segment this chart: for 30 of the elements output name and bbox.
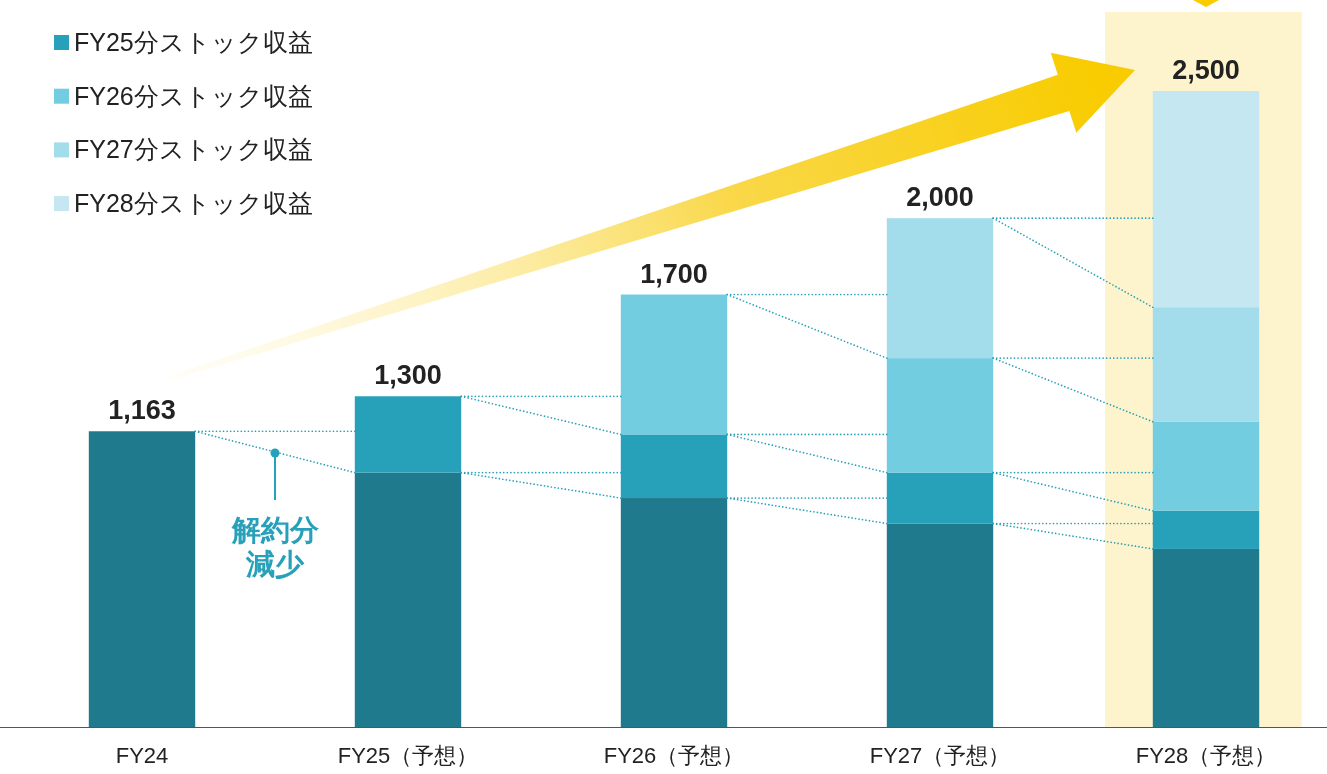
x-tick-label: FY28（予想）: [1135, 742, 1277, 768]
bar: [886, 523, 994, 727]
annotation: 解約分減少: [230, 514, 320, 580]
x-tick-label: FY26（予想）: [603, 742, 745, 768]
bar: [88, 431, 196, 727]
bar: [354, 472, 462, 727]
bar: [886, 358, 994, 473]
bar: [1152, 307, 1260, 422]
annotation: 1,300: [374, 360, 442, 391]
x-tick-label: FY27（予想）: [869, 742, 1011, 768]
bar: [1152, 548, 1260, 727]
legend-label: FY25分ストック収益: [74, 28, 313, 56]
bar: [620, 498, 728, 727]
bar: [886, 472, 994, 524]
bar: [1152, 510, 1260, 549]
bar: [620, 294, 728, 435]
annotation: 1,163: [108, 395, 176, 426]
legend-label: FY28分ストック収益: [74, 189, 313, 218]
legend-label: FY27分ストック収益: [74, 135, 313, 164]
bar: [886, 218, 994, 359]
x-tick-label: FY25（予想）: [337, 742, 479, 768]
annotation: 2,000: [906, 182, 974, 213]
annotation: 1,700: [640, 258, 708, 289]
bar: [354, 396, 462, 473]
bar: [1152, 421, 1260, 511]
annotation: 2,500: [1172, 55, 1240, 85]
bar: [1152, 91, 1260, 308]
bar: [620, 434, 728, 499]
x-tick-label: FY24: [115, 742, 169, 768]
legend-label: FY26分ストック収益: [74, 81, 313, 110]
